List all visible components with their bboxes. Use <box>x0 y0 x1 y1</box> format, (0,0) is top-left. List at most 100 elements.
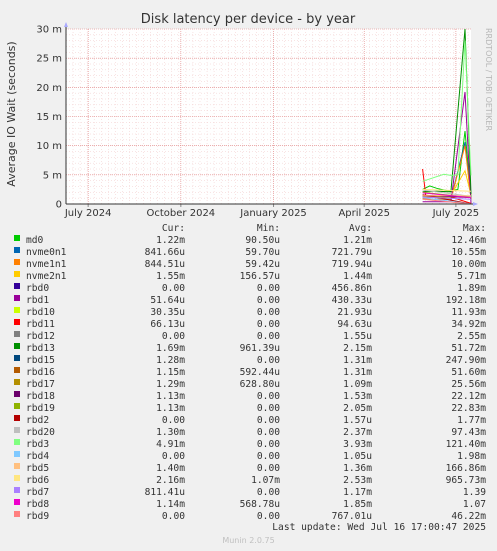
legend-swatch <box>14 319 20 325</box>
legend-row: rbd15 1.28m 0.00 1.31m 247.90m <box>0 355 497 367</box>
legend-min: 0.00 <box>256 427 280 438</box>
legend-row: rbd3 4.91m 0.00 3.93m 121.40m <box>0 439 497 451</box>
legend-avg: 721.79u <box>331 247 372 258</box>
legend-row: rbd16 1.15m 592.44u 1.31m 51.60m <box>0 367 497 379</box>
legend-row: rbd6 2.16m 1.07m 2.53m 965.73m <box>0 475 497 487</box>
y-tick-label: 25 m <box>36 54 62 65</box>
legend-name: rbd17 <box>26 379 55 390</box>
legend-avg: 719.94u <box>331 259 372 270</box>
legend-min: 59.70u <box>245 247 280 258</box>
legend-avg: 21.93u <box>337 307 372 318</box>
legend-max: 11.93m <box>451 307 486 318</box>
chart: Disk latency per device - by year Averag… <box>5 12 493 219</box>
legend-min: 0.00 <box>256 487 280 498</box>
legend-min: 1.07m <box>251 475 280 486</box>
legend-max: 10.00m <box>451 259 486 270</box>
legend-avg: 2.53m <box>343 475 372 486</box>
legend-swatch <box>14 439 20 445</box>
legend-row: nvme2n1 1.55m 156.57u 1.44m 5.71m <box>0 271 497 283</box>
x-tick-label: January 2025 <box>239 208 307 219</box>
legend-cur: 1.14m <box>156 499 185 510</box>
legend-cur: 811.41u <box>144 487 185 498</box>
legend-row: rbd2 0.00 0.00 1.57u 1.77m <box>0 415 497 427</box>
legend-cur: 1.13m <box>156 403 185 414</box>
legend-name: rbd9 <box>26 511 50 522</box>
legend-cur: 2.16m <box>156 475 185 486</box>
legend-avg: 3.93m <box>343 439 372 450</box>
legend-max: 22.83m <box>451 403 486 414</box>
legend-cur: 0.00 <box>161 511 185 522</box>
legend-name: md0 <box>26 235 44 246</box>
last-update: Last update: Wed Jul 16 17:00:47 2025 <box>272 522 486 533</box>
legend-avg: 1.21m <box>343 235 372 246</box>
legend-name: rbd0 <box>26 283 50 294</box>
legend-max: 166.86m <box>445 463 486 474</box>
legend-cur: 1.40m <box>156 463 185 474</box>
legend-swatch <box>14 415 20 421</box>
legend-cur: 30.35u <box>150 307 185 318</box>
legend-cur: 1.13m <box>156 391 185 402</box>
legend-avg: 1.17m <box>343 487 372 498</box>
legend-name: rbd4 <box>26 451 50 462</box>
legend-name: rbd3 <box>26 439 50 450</box>
chart-title: Disk latency per device - by year <box>141 12 356 27</box>
legend-swatch <box>14 475 20 481</box>
legend-min: 0.00 <box>256 403 280 414</box>
legend-avg: 2.15m <box>343 343 372 354</box>
legend-min: 0.00 <box>256 319 280 330</box>
series-line-rbd3 <box>422 40 472 182</box>
series-line-rbd1 <box>422 91 472 204</box>
y-tick-label: 5 m <box>43 170 62 181</box>
legend-swatch <box>14 259 20 265</box>
series-line-rbd7 <box>422 196 472 200</box>
legend-cur: 0.00 <box>161 451 185 462</box>
legend-max: 247.90m <box>445 355 486 366</box>
legend-avg: 1.05u <box>343 451 372 462</box>
legend-min: 0.00 <box>256 331 280 342</box>
legend-name: rbd16 <box>26 367 55 378</box>
legend-swatch <box>14 451 20 457</box>
y-tick-label: 15 m <box>36 112 62 123</box>
legend-cur: 0.00 <box>161 415 185 426</box>
legend-swatch <box>14 511 20 517</box>
legend-max: 25.56m <box>451 379 486 390</box>
series-line-rbd8 <box>422 192 472 199</box>
legend-min: 961.39u <box>239 343 280 354</box>
legend-name: rbd13 <box>26 343 55 354</box>
legend-min: 59.42u <box>245 259 280 270</box>
legend-cur: 51.64u <box>150 295 185 306</box>
legend-name: rbd15 <box>26 355 55 366</box>
legend-row: rbd5 1.40m 0.00 1.36m 166.86m <box>0 463 497 475</box>
legend-max: 1.07 <box>462 499 486 510</box>
legend-cur: 66.13u <box>150 319 185 330</box>
legend-name: rbd5 <box>26 463 50 474</box>
legend-name: rbd18 <box>26 391 55 402</box>
legend-swatch <box>14 235 20 241</box>
legend-avg: 430.33u <box>331 295 372 306</box>
legend-cur: 1.55m <box>156 271 185 282</box>
legend-swatch <box>14 247 20 253</box>
legend-max: 1.39 <box>462 487 486 498</box>
rrdtool-watermark: RRDTOOL / TOBI OETIKER <box>484 28 493 131</box>
legend-row: md0 1.22m 90.50u 1.21m 12.46m <box>0 235 497 247</box>
legend-row: rbd9 0.00 0.00 767.01u 46.22m <box>0 511 497 523</box>
legend-avg: 1.36m <box>343 463 372 474</box>
legend-swatch <box>14 487 20 493</box>
x-tick-label: April 2025 <box>338 208 389 219</box>
legend-name: nvme2n1 <box>26 271 67 282</box>
legend-cur: 841.66u <box>144 247 185 258</box>
legend-name: rbd1 <box>26 295 50 306</box>
legend-min: 0.00 <box>256 295 280 306</box>
legend-avg: 94.63u <box>337 319 372 330</box>
legend-max: 5.71m <box>457 271 486 282</box>
legend-swatch <box>14 355 20 361</box>
legend-swatch <box>14 427 20 433</box>
legend-name: rbd2 <box>26 415 50 426</box>
legend-min: 592.44u <box>239 367 280 378</box>
legend-header: Cur: Min: Avg: Max: <box>0 223 497 235</box>
legend-max: 192.18m <box>445 295 486 306</box>
legend-row: rbd7 811.41u 0.00 1.17m 1.39 <box>0 487 497 499</box>
legend-row: rbd1 51.64u 0.00 430.33u 192.18m <box>0 295 497 307</box>
legend-swatch <box>14 367 20 373</box>
legend-header-cur: Cur: <box>161 223 185 234</box>
